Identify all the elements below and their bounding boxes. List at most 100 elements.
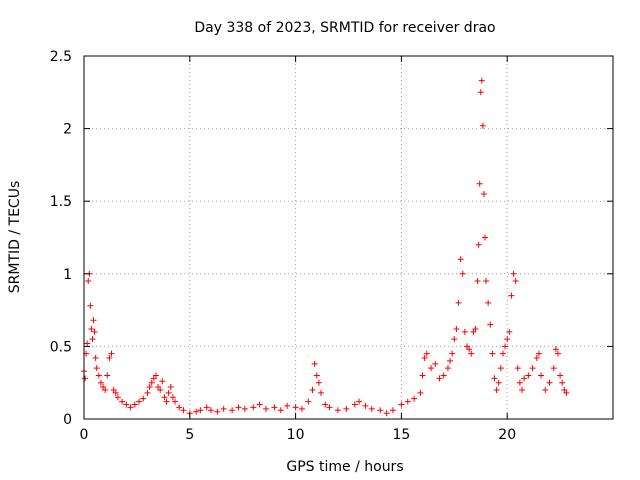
grid (84, 56, 613, 419)
data-point (417, 389, 424, 396)
data-point (461, 328, 468, 335)
data-point (157, 386, 164, 393)
data-point (383, 410, 390, 417)
data-point (84, 340, 91, 347)
data-point (229, 407, 236, 414)
data-point (459, 270, 466, 277)
data-point (421, 355, 428, 362)
data-point (159, 378, 166, 385)
data-point (271, 404, 278, 411)
data-point (136, 398, 143, 405)
data-point (559, 379, 566, 386)
data-point (322, 401, 329, 408)
data-point (504, 336, 511, 343)
data-point (193, 408, 200, 415)
data-point (90, 317, 97, 324)
data-point (447, 357, 454, 364)
y-axis-label: SRMTID / TECUs (7, 181, 23, 294)
data-point (351, 401, 358, 408)
data-point (305, 398, 312, 405)
data-point (144, 389, 151, 396)
data-point (148, 379, 155, 386)
data-point (512, 278, 519, 285)
data-point (292, 404, 299, 411)
data-point (485, 299, 492, 306)
data-point (106, 355, 113, 362)
x-tick-label: 15 (392, 427, 410, 443)
data-point (538, 372, 545, 379)
data-point (542, 386, 549, 393)
data-point (241, 405, 248, 412)
data-point (368, 405, 375, 412)
data-point (480, 190, 487, 197)
data-point (203, 404, 210, 411)
axes: 0 5 10 15 20 0 0.5 1 1.5 2 2.5 (50, 49, 613, 443)
data-point (398, 401, 405, 408)
data-point (163, 398, 170, 405)
data-point (256, 401, 263, 408)
data-point (474, 278, 481, 285)
data-point (491, 375, 498, 382)
data-point (529, 365, 536, 372)
chart-title: Day 338 of 2023, SRMTID for receiver dra… (194, 20, 495, 36)
data-point (519, 386, 526, 393)
data-point (356, 398, 363, 405)
data-point (152, 372, 159, 379)
data-point (502, 343, 509, 350)
x-tick-label: 5 (185, 427, 194, 443)
data-point (85, 278, 92, 285)
data-point (493, 386, 500, 393)
y-tick-label: 1.5 (50, 194, 72, 210)
data-point (123, 401, 130, 408)
data-point (146, 384, 153, 391)
data-point (552, 346, 559, 353)
data-point (298, 405, 305, 412)
data-point (404, 398, 411, 405)
y-tick-label: 2.5 (50, 49, 72, 65)
data-point (165, 389, 172, 396)
data-point (95, 372, 102, 379)
data-point (550, 365, 557, 372)
data-point (489, 350, 496, 357)
data-point (343, 405, 350, 412)
data-point (428, 365, 435, 372)
data-point (479, 122, 486, 129)
data-point (104, 372, 111, 379)
y-tick-label: 1 (63, 267, 72, 283)
data-point (419, 372, 426, 379)
data-point (432, 360, 439, 367)
data-point (423, 350, 430, 357)
data-point (313, 372, 320, 379)
y-tick-label: 0.5 (50, 339, 72, 355)
data-point (563, 389, 570, 396)
data-point (315, 379, 322, 386)
data-point (167, 384, 174, 391)
data-point (557, 372, 564, 379)
data-point (497, 365, 504, 372)
data-point (207, 407, 214, 414)
data-point (180, 407, 187, 414)
data-point (444, 365, 451, 372)
data-point (457, 256, 464, 263)
data-point (533, 355, 540, 362)
y-tick-label: 2 (63, 122, 72, 138)
data-point (516, 379, 523, 386)
data-point (476, 180, 483, 187)
data-point (108, 350, 115, 357)
plot-frame (83, 55, 614, 420)
data-point (535, 350, 542, 357)
data-point (521, 375, 528, 382)
data-point (284, 402, 291, 409)
data-point (114, 394, 121, 401)
data-point (262, 405, 269, 412)
data-point (477, 89, 484, 96)
data-point (88, 325, 95, 332)
data-point (82, 375, 89, 382)
data-point (102, 386, 109, 393)
data-point (487, 321, 494, 328)
data-point (453, 325, 460, 332)
data-point (131, 401, 138, 408)
data-point (112, 389, 119, 396)
data-point (508, 292, 515, 299)
